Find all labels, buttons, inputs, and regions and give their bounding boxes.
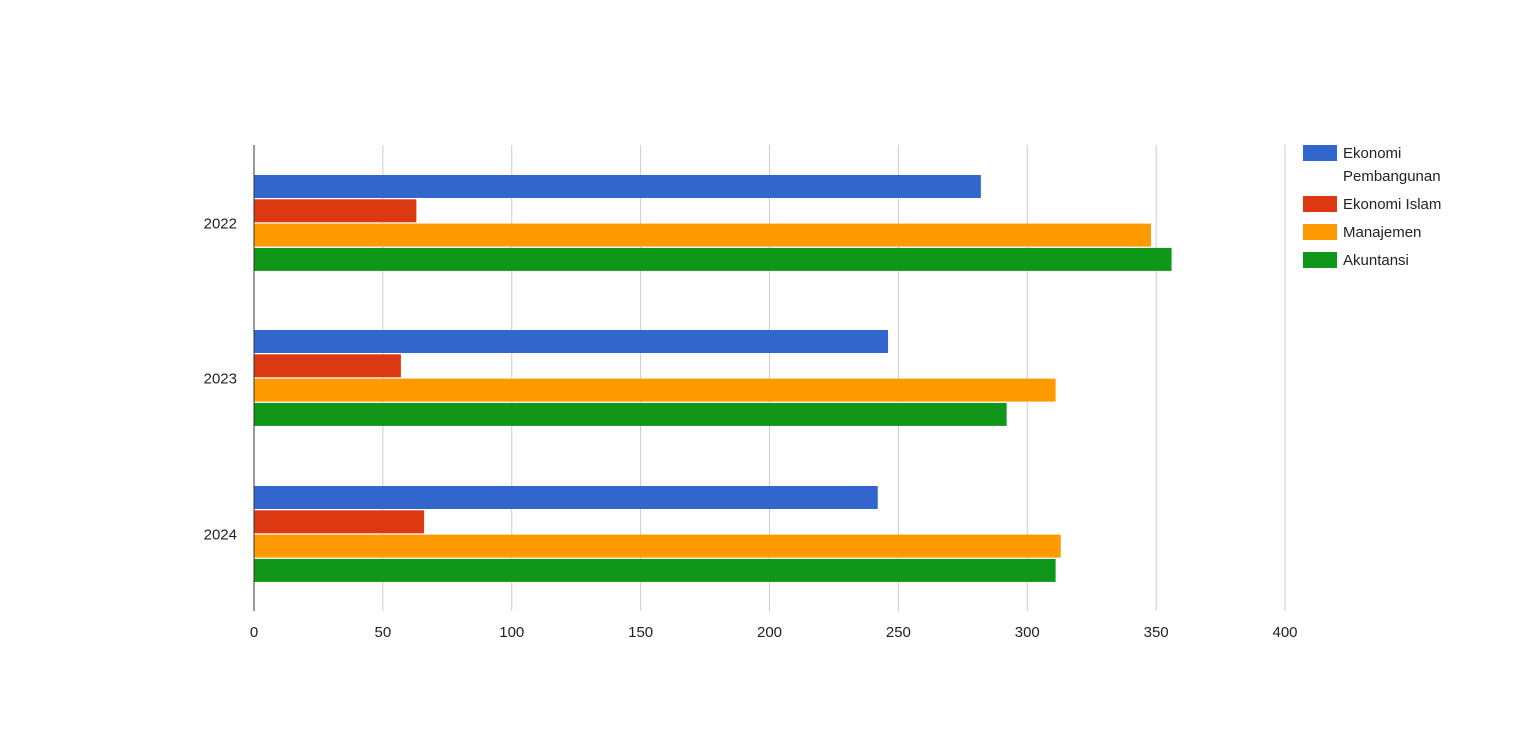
x-tick-label: 400 bbox=[1272, 624, 1297, 641]
x-axis-tick-labels: 0 50 100 150 200 250 300 350 400 bbox=[250, 624, 1298, 641]
bar bbox=[254, 558, 1056, 582]
legend-label: Akuntansi bbox=[1343, 252, 1409, 269]
gridlines bbox=[382, 145, 1286, 611]
legend: Ekonomi Pembangunan Ekonomi Islam Manajemen… bbox=[1303, 145, 1441, 269]
legend-swatch bbox=[1303, 145, 1337, 161]
bar bbox=[254, 175, 981, 198]
y-category-label: 2024 bbox=[204, 527, 237, 544]
x-tick-label: 0 bbox=[250, 624, 258, 641]
legend-swatch bbox=[1303, 252, 1337, 268]
x-tick-label: 100 bbox=[499, 624, 524, 641]
bar bbox=[254, 510, 425, 534]
bar bbox=[254, 199, 417, 223]
x-tick-label: 350 bbox=[1144, 624, 1169, 641]
x-tick-label: 50 bbox=[375, 624, 392, 641]
legend-swatch bbox=[1303, 224, 1337, 240]
x-tick-label: 300 bbox=[1015, 624, 1040, 641]
x-tick-label: 200 bbox=[757, 624, 782, 641]
bar bbox=[254, 486, 878, 509]
bars bbox=[254, 175, 1172, 582]
legend-swatch bbox=[1303, 196, 1337, 212]
legend-label: Manajemen bbox=[1343, 224, 1421, 241]
bar bbox=[254, 223, 1151, 247]
bar bbox=[254, 354, 401, 378]
legend-label: Ekonomi Islam bbox=[1343, 196, 1441, 213]
legend-label: Ekonomi Pembangunan bbox=[1343, 145, 1441, 185]
x-tick-label: 150 bbox=[628, 624, 653, 641]
bar bbox=[254, 330, 889, 353]
y-category-label: 2022 bbox=[204, 216, 237, 233]
y-category-label: 2023 bbox=[204, 371, 237, 388]
y-axis-category-labels: 2022 2023 2024 bbox=[204, 216, 237, 544]
bar bbox=[254, 402, 1007, 426]
x-tick-label: 250 bbox=[886, 624, 911, 641]
bar bbox=[254, 247, 1172, 271]
bar bbox=[254, 378, 1056, 402]
bar bbox=[254, 534, 1061, 558]
